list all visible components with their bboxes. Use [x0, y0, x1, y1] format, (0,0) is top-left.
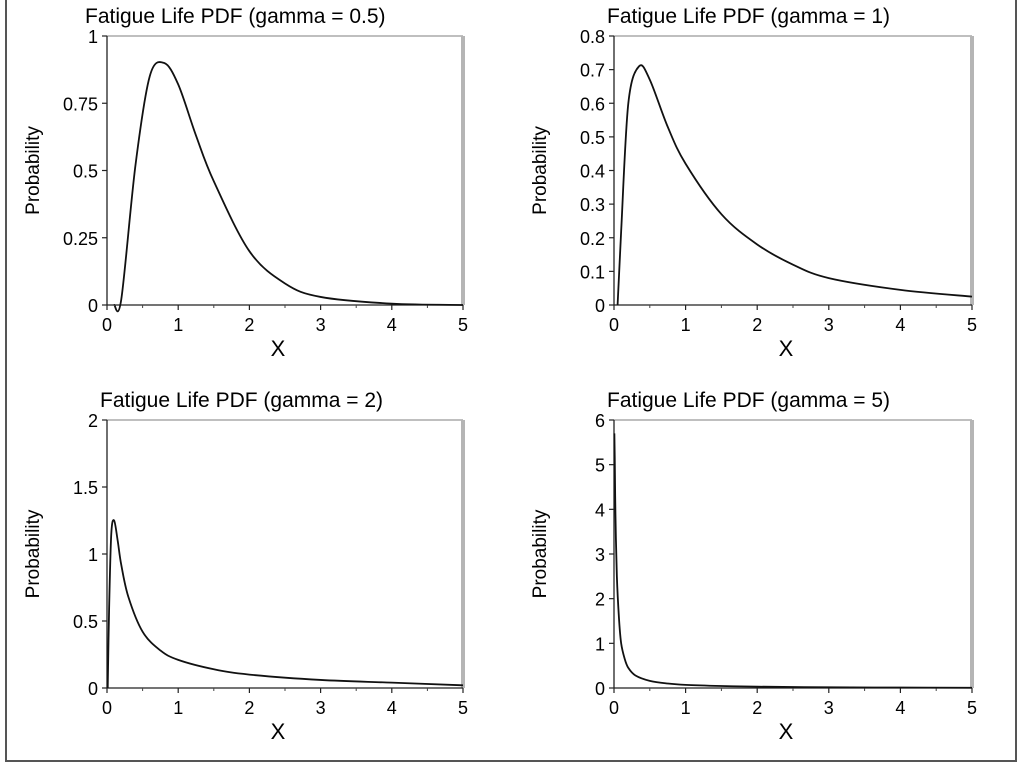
y-tick-label: 0.8 [580, 27, 605, 47]
chart-panel-1: Fatigue Life PDF (gamma = 0.5) 0 1 2 3 4 5 0 0.2… [23, 5, 468, 361]
x-tick-label: 1 [681, 698, 691, 718]
x-tick-label: 4 [387, 315, 397, 335]
x-axis-label: X [779, 336, 794, 361]
x-tick-label: 3 [824, 315, 834, 335]
y-tick-label: 5 [595, 456, 605, 476]
x-tick-label: 2 [752, 315, 762, 335]
x-tick-label: 4 [895, 315, 905, 335]
y-tick-label: 6 [595, 411, 605, 431]
chart-title: Fatigue Life PDF (gamma = 1) [607, 5, 890, 28]
chart-title: Fatigue Life PDF (gamma = 0.5) [85, 5, 386, 28]
y-axis-label: Probability [23, 126, 44, 215]
chart-title: Fatigue Life PDF (gamma = 5) [607, 389, 890, 412]
x-tick-label: 0 [609, 315, 619, 335]
pdf-curve [106, 519, 464, 689]
y-tick-label: 0.5 [73, 162, 98, 182]
x-tick-label: 3 [316, 315, 326, 335]
x-tick-label: 5 [967, 698, 977, 718]
x-tick-label: 1 [173, 698, 183, 718]
y-tick-label: 0.5 [580, 128, 605, 148]
y-tick-label: 0.2 [580, 229, 605, 249]
y-axis-label: Probability [530, 126, 551, 215]
x-axis-label: X [779, 719, 794, 744]
y-tick-label: 0.3 [580, 195, 605, 215]
x-tick-label: 2 [244, 315, 254, 335]
y-tick-label: 0 [88, 296, 98, 316]
x-tick-label: 2 [244, 698, 254, 718]
chart-panel-4: Fatigue Life PDF (gamma = 5) 0 1 2 3 4 5 0 1 2 3 4 5… [530, 389, 977, 744]
chart-panel-2: Fatigue Life PDF (gamma = 1) 0 1 2 3 4 5 0 0.1 0.… [530, 5, 977, 361]
x-tick-label: 0 [609, 698, 619, 718]
y-axis-label: Probability [530, 509, 551, 598]
y-tick-label: 1 [595, 634, 605, 654]
y-tick-label: 3 [595, 545, 605, 565]
x-tick-label: 5 [458, 315, 468, 335]
x-tick-label: 1 [173, 315, 183, 335]
y-tick-label: 2 [88, 411, 98, 431]
y-tick-label: 1 [88, 27, 98, 47]
y-tick-label: 2 [595, 590, 605, 610]
x-tick-label: 5 [967, 315, 977, 335]
y-tick-label: 0 [595, 679, 605, 699]
x-tick-label: 4 [387, 698, 397, 718]
x-tick-label: 3 [824, 698, 834, 718]
pdf-curve [613, 433, 973, 689]
y-tick-label: 0.7 [580, 61, 605, 81]
x-axis-label: X [271, 719, 286, 744]
y-tick-label: 0.25 [63, 229, 98, 249]
y-tick-label: 0.5 [73, 612, 98, 632]
y-tick-label: 0.1 [580, 262, 605, 282]
chart-title: Fatigue Life PDF (gamma = 2) [100, 389, 383, 412]
pdf-curve [616, 64, 973, 306]
y-tick-label: 0 [595, 296, 605, 316]
figure-frame [5, 0, 1017, 762]
y-tick-label: 0.4 [580, 162, 605, 182]
x-axis-label: X [271, 336, 286, 361]
x-tick-label: 4 [895, 698, 905, 718]
y-tick-label: 0.75 [63, 94, 98, 114]
y-axis-label: Probability [23, 509, 44, 598]
y-tick-label: 0.6 [580, 94, 605, 114]
x-tick-label: 1 [681, 315, 691, 335]
x-tick-label: 2 [752, 698, 762, 718]
y-tick-label: 0 [88, 679, 98, 699]
y-tick-label: 1.5 [73, 478, 98, 498]
x-tick-label: 3 [316, 698, 326, 718]
y-tick-label: 1 [88, 545, 98, 565]
y-tick-label: 4 [595, 500, 605, 520]
x-tick-label: 0 [102, 698, 112, 718]
chart-panel-3: Fatigue Life PDF (gamma = 2) 0 1 2 3 4 5 0 0.5 1 1… [23, 389, 468, 744]
x-tick-label: 5 [458, 698, 468, 718]
pdf-curve [113, 61, 464, 313]
x-tick-label: 0 [102, 315, 112, 335]
